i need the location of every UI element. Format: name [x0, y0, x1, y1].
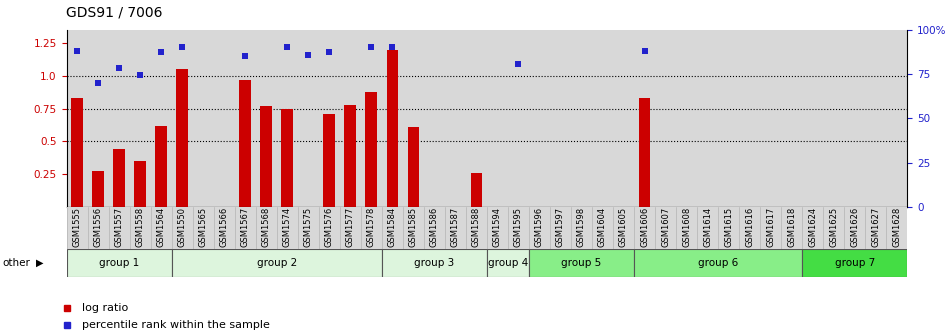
- Text: GSM1556: GSM1556: [93, 207, 103, 247]
- Bar: [71, 98, 83, 207]
- Bar: [387, 50, 398, 207]
- Text: GSM1617: GSM1617: [766, 207, 775, 247]
- Text: GSM1586: GSM1586: [429, 207, 439, 247]
- Text: group 2: group 2: [256, 258, 296, 268]
- Text: GSM1584: GSM1584: [388, 207, 397, 247]
- Text: GSM1575: GSM1575: [304, 207, 313, 247]
- Text: GSM1597: GSM1597: [556, 207, 565, 247]
- Bar: [366, 92, 377, 207]
- Text: log ratio: log ratio: [82, 303, 128, 312]
- FancyBboxPatch shape: [382, 249, 487, 277]
- Text: group 4: group 4: [487, 258, 528, 268]
- Text: GSM1608: GSM1608: [682, 207, 691, 247]
- Text: GSM1577: GSM1577: [346, 207, 354, 247]
- Bar: [177, 70, 188, 207]
- Text: GSM1595: GSM1595: [514, 207, 522, 247]
- Text: group 1: group 1: [99, 258, 139, 268]
- Text: GSM1578: GSM1578: [367, 207, 376, 247]
- Text: GSM1574: GSM1574: [283, 207, 292, 247]
- Text: GSM1566: GSM1566: [219, 207, 229, 247]
- Text: GSM1567: GSM1567: [240, 207, 250, 247]
- Text: GSM1604: GSM1604: [598, 207, 607, 247]
- Bar: [638, 98, 651, 207]
- Text: GSM1605: GSM1605: [619, 207, 628, 247]
- Text: GDS91 / 7006: GDS91 / 7006: [66, 5, 163, 19]
- Text: GSM1625: GSM1625: [829, 207, 838, 247]
- FancyBboxPatch shape: [487, 249, 529, 277]
- Text: GSM1564: GSM1564: [157, 207, 165, 247]
- FancyBboxPatch shape: [66, 207, 907, 249]
- Bar: [113, 149, 124, 207]
- Text: GSM1568: GSM1568: [261, 207, 271, 247]
- Text: group 7: group 7: [835, 258, 875, 268]
- FancyBboxPatch shape: [529, 249, 634, 277]
- FancyBboxPatch shape: [634, 249, 802, 277]
- Bar: [345, 105, 356, 207]
- FancyBboxPatch shape: [172, 249, 382, 277]
- Text: group 6: group 6: [698, 258, 738, 268]
- FancyBboxPatch shape: [66, 249, 172, 277]
- Text: GSM1585: GSM1585: [408, 207, 418, 247]
- Text: GSM1615: GSM1615: [724, 207, 733, 247]
- Text: GSM1627: GSM1627: [871, 207, 881, 247]
- Text: GSM1606: GSM1606: [640, 207, 649, 247]
- Text: GSM1598: GSM1598: [577, 207, 586, 247]
- Text: GSM1557: GSM1557: [115, 207, 124, 247]
- Bar: [239, 80, 251, 207]
- Text: GSM1607: GSM1607: [661, 207, 670, 247]
- Text: GSM1550: GSM1550: [178, 207, 186, 247]
- Text: GSM1558: GSM1558: [136, 207, 144, 247]
- Text: GSM1614: GSM1614: [703, 207, 712, 247]
- Text: GSM1616: GSM1616: [745, 207, 754, 247]
- Bar: [281, 109, 293, 207]
- Text: GSM1624: GSM1624: [808, 207, 817, 247]
- Text: GSM1618: GSM1618: [788, 207, 796, 247]
- Text: ▶: ▶: [36, 258, 44, 268]
- Bar: [323, 114, 335, 207]
- Text: GSM1565: GSM1565: [199, 207, 208, 247]
- Bar: [408, 127, 419, 207]
- Bar: [260, 106, 272, 207]
- Bar: [134, 161, 146, 207]
- Text: GSM1555: GSM1555: [72, 207, 82, 247]
- Text: GSM1587: GSM1587: [451, 207, 460, 247]
- Text: GSM1628: GSM1628: [892, 207, 902, 247]
- Text: other: other: [2, 258, 29, 268]
- Text: GSM1594: GSM1594: [493, 207, 502, 247]
- Bar: [155, 126, 167, 207]
- Text: GSM1588: GSM1588: [472, 207, 481, 247]
- Text: percentile rank within the sample: percentile rank within the sample: [82, 320, 270, 330]
- FancyBboxPatch shape: [802, 249, 907, 277]
- Bar: [470, 173, 483, 207]
- Text: group 5: group 5: [561, 258, 601, 268]
- Text: GSM1626: GSM1626: [850, 207, 859, 247]
- Bar: [92, 171, 104, 207]
- Text: group 3: group 3: [414, 258, 454, 268]
- Text: GSM1576: GSM1576: [325, 207, 333, 247]
- Text: GSM1596: GSM1596: [535, 207, 544, 247]
